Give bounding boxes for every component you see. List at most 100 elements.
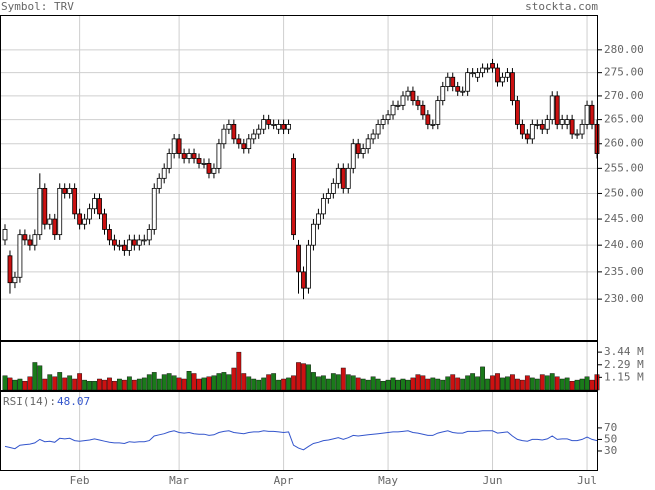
volume-bar: [261, 377, 267, 391]
volume-bar: [256, 379, 262, 391]
volume-bar: [27, 376, 33, 391]
candle-body: [32, 234, 38, 246]
candle-body: [166, 153, 172, 169]
candle-body: [470, 72, 476, 75]
candle-body: [490, 63, 495, 69]
candle-body: [161, 167, 167, 179]
candle-body: [544, 119, 550, 130]
y-tick-label: 255.00: [604, 161, 644, 174]
volume-bar: [131, 379, 137, 391]
y-tick-label: 50: [604, 432, 617, 445]
candle-body: [569, 119, 575, 135]
candle-body: [107, 229, 112, 241]
volume-bar: [584, 376, 590, 391]
y-tick-label: 275.00: [604, 66, 644, 79]
candle-body: [425, 114, 431, 125]
volume-bar: [12, 379, 18, 391]
volume-bar: [420, 375, 426, 391]
volume-bar: [22, 380, 28, 391]
candle-body: [390, 104, 396, 116]
volume-bar: [221, 372, 227, 391]
y-tick-label: 245.00: [604, 212, 644, 225]
volume-bar: [325, 378, 331, 391]
x-tick-label: Feb: [70, 474, 90, 486]
volume-bar: [505, 376, 510, 391]
volume-bar: [171, 375, 177, 391]
candle-body: [206, 162, 212, 174]
candle-body: [430, 123, 436, 126]
candle-body: [191, 153, 197, 159]
candle-body: [410, 90, 416, 102]
volume-bar: [17, 378, 23, 391]
candle-body: [296, 244, 301, 273]
candle-body: [515, 100, 520, 125]
volume-bar: [136, 378, 142, 391]
volume-bar: [92, 380, 97, 391]
candle-body: [136, 239, 142, 246]
volume-bar: [569, 380, 575, 391]
candle-body: [17, 234, 23, 278]
candle-body: [141, 239, 147, 242]
volume-bar: [102, 379, 107, 391]
volume-bar: [306, 364, 311, 391]
candle-body: [156, 177, 162, 189]
volume-bar: [121, 379, 127, 391]
candle-body: [505, 72, 510, 78]
volume-bar: [534, 378, 540, 391]
y-tick-label: 240.00: [604, 238, 644, 251]
volume-bar: [574, 379, 580, 391]
candle-body: [62, 187, 68, 194]
candle-body: [574, 133, 580, 136]
candle-body: [231, 123, 237, 140]
candle-body: [276, 123, 282, 130]
volume-bar: [97, 378, 102, 391]
volume-bar: [316, 376, 321, 391]
y-tick-label: 3.44 M: [604, 345, 644, 358]
candle-body: [251, 133, 257, 140]
volume-bar: [117, 378, 122, 391]
volume-bar: [276, 379, 282, 391]
candle-body: [370, 133, 376, 140]
candle-body: [400, 95, 406, 106]
volume-bar: [524, 375, 530, 391]
volume-bar: [445, 376, 451, 391]
volume-bar: [216, 373, 222, 391]
candle-body: [375, 123, 381, 135]
candle-body: [171, 138, 177, 154]
volume-bar: [72, 378, 78, 391]
candle-body: [539, 123, 545, 130]
volume-bar: [430, 377, 436, 391]
volume-bar: [554, 376, 560, 391]
candle-body: [281, 123, 286, 130]
candle-body: [146, 229, 152, 241]
y-tick-label: 250.00: [604, 186, 644, 199]
candle-body: [350, 143, 356, 169]
volume-bar: [296, 362, 301, 391]
x-tick-label: Jun: [483, 474, 503, 486]
candle-body: [27, 239, 33, 246]
candle-body: [380, 119, 386, 125]
volume-bar: [37, 365, 43, 391]
volume-bar: [440, 379, 446, 391]
volume-bar: [330, 373, 336, 391]
panel-frame: [0, 391, 598, 471]
candle-body: [455, 86, 461, 92]
volume-bar: [271, 373, 277, 391]
volume-bar: [57, 372, 63, 391]
volume-bar: [470, 373, 476, 391]
y-tick-label: 1.15 M: [604, 370, 644, 383]
candle-body: [286, 123, 291, 130]
candle-body: [211, 167, 217, 174]
candle-body: [246, 138, 252, 150]
chart-title: Symbol: TRV: [1, 0, 74, 13]
candle-body: [345, 167, 351, 189]
volume-bar: [241, 373, 247, 391]
volume-bar: [32, 362, 38, 391]
volume-bar: [161, 374, 167, 391]
volume-bar: [365, 379, 371, 391]
candle-body: [559, 119, 565, 125]
volume-bar: [286, 377, 291, 391]
y-tick-label: 30: [604, 444, 617, 457]
